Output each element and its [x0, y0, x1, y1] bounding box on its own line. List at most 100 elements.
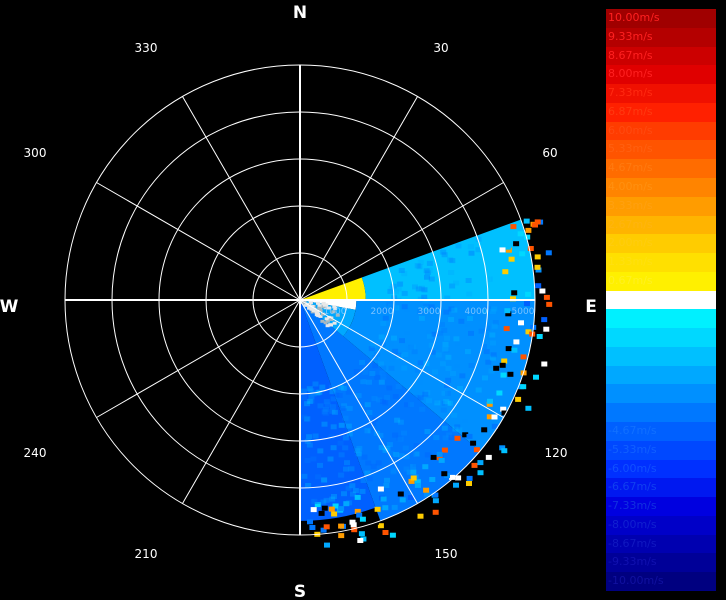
speckle [424, 266, 431, 272]
speckle [441, 471, 448, 477]
speckle [369, 381, 376, 387]
speckle [306, 442, 313, 448]
angle-label-210: 210 [135, 547, 158, 561]
speckle [322, 410, 329, 416]
speckle [429, 477, 436, 482]
legend-label: 4.00m/s [608, 179, 653, 193]
speckle [333, 392, 340, 398]
speckle [462, 418, 468, 424]
data-sector-0 [300, 277, 366, 300]
speckle [410, 437, 417, 443]
speckle [438, 457, 445, 463]
legend-label: -7.33m/s [608, 499, 657, 513]
speckle [316, 301, 320, 305]
speckle [418, 285, 425, 291]
speckle [426, 333, 433, 339]
legend-swatch: -4.00m/s [606, 403, 716, 423]
speckle [422, 464, 429, 470]
legend-swatch: -2.67m/s [606, 365, 716, 385]
speckle [541, 317, 548, 323]
speckle [338, 422, 345, 428]
speckle [440, 249, 447, 255]
radar-plot: 1000 2000 3000 4000 5000 N E S W 30 60 120 1… [0, 3, 597, 600]
speckle [424, 452, 431, 458]
speckle [411, 349, 418, 355]
speckle [324, 317, 329, 321]
speckle [397, 436, 404, 442]
speckle [504, 244, 511, 250]
speckle [539, 232, 546, 238]
speckle [477, 460, 484, 466]
speckle [434, 435, 441, 441]
speckle [308, 305, 313, 309]
speckle [354, 494, 361, 500]
speckle [445, 354, 452, 360]
speckle [468, 250, 475, 256]
speckle [442, 435, 449, 441]
speckle [485, 454, 492, 460]
speckle [401, 365, 408, 371]
speckle [391, 335, 397, 341]
speckle [340, 385, 347, 391]
legend-swatch: 3.33m/s [606, 196, 716, 216]
speckle [503, 326, 510, 332]
speckle [321, 301, 326, 305]
speckle [423, 268, 430, 274]
speckle [323, 492, 330, 498]
speckle [486, 401, 493, 407]
speckle [439, 361, 446, 367]
speckle [501, 358, 508, 364]
speckle [345, 389, 352, 395]
speckle [483, 349, 490, 355]
speckle [323, 524, 330, 530]
speckle [506, 301, 513, 307]
speckle [413, 451, 420, 457]
legend-label: -8.00m/s [608, 517, 657, 531]
speckle [317, 448, 324, 454]
speckle [338, 533, 345, 539]
speckle [384, 445, 391, 451]
speckle [525, 329, 532, 335]
speckle [342, 481, 349, 487]
speckle [355, 451, 362, 457]
speckle [339, 405, 346, 411]
legend-label: -2.00m/s [608, 348, 657, 362]
speckle [417, 259, 424, 265]
speckle [419, 406, 426, 412]
speckle [359, 488, 366, 494]
speckle [513, 339, 520, 345]
speckle [479, 324, 486, 330]
angle-label-60: 60 [542, 146, 557, 160]
data-sector-4 [300, 300, 481, 521]
speckle [414, 263, 421, 269]
legend-label: 1.33m/s [608, 255, 653, 269]
speckle [523, 218, 530, 224]
speckle [396, 353, 403, 359]
speckle [543, 294, 550, 300]
speckle [304, 416, 311, 422]
speckle [486, 276, 493, 282]
legend-swatch: -8.67m/s [606, 534, 716, 554]
speckle [310, 456, 317, 462]
speckle [384, 271, 391, 277]
legend-swatch: 2.00m/s [606, 234, 716, 254]
speckle [345, 485, 352, 491]
speckle [485, 359, 492, 365]
speckle [525, 291, 532, 297]
speckle [301, 301, 306, 305]
range-label-4000: 4000 [465, 307, 488, 317]
speckle [338, 472, 345, 478]
speckle [380, 365, 387, 371]
speckle [468, 363, 475, 368]
speckle [387, 302, 394, 308]
speckle [374, 506, 381, 512]
speckle [442, 346, 449, 352]
spoke-60 [299, 182, 504, 301]
legend-swatch: -2.00m/s [606, 346, 716, 366]
legend-swatch: -10.00m/s [606, 572, 716, 591]
speckle [321, 477, 328, 483]
speckle [454, 435, 461, 441]
speckle [378, 361, 384, 367]
legend-swatch: -4.67m/s [606, 422, 716, 441]
speckle [466, 433, 473, 439]
